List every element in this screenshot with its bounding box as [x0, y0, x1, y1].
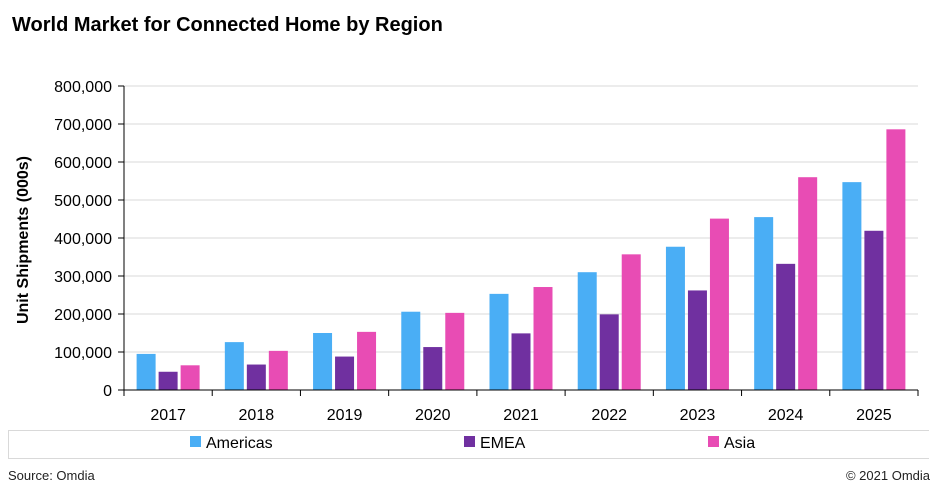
bar-emea-2017: [158, 371, 178, 390]
bar-asia-2019: [357, 331, 377, 390]
y-tick-label: 300,000: [54, 269, 112, 286]
y-tick-label: 500,000: [54, 193, 112, 210]
y-axis-label: Unit Shipments (000s): [15, 156, 32, 324]
bar-americas-2025: [842, 182, 862, 390]
bar-americas-2023: [665, 246, 685, 390]
bar-emea-2019: [335, 356, 355, 390]
y-tick-label: 100,000: [54, 345, 112, 362]
x-axis-ticks: 2017 2018 2019 2020 2021 2022 2023 2024 2025: [123, 390, 919, 424]
source-note: Source: Omdia: [8, 468, 95, 483]
bar-americas-2020: [401, 311, 421, 390]
legend-label-asia: Asia: [724, 435, 755, 452]
copyright-note: © 2021 Omdia: [845, 468, 930, 483]
bar-americas-2019: [313, 333, 333, 390]
legend-swatch-asia: [708, 436, 719, 447]
bar-emea-2022: [599, 314, 619, 390]
legend-label-americas: Americas: [206, 435, 273, 452]
bar-emea-2020: [423, 347, 443, 390]
bar-americas-2022: [577, 272, 597, 390]
legend-swatch-americas: [190, 436, 201, 447]
x-tick-label: 2019: [327, 407, 363, 424]
bars: [136, 129, 906, 390]
x-tick-label: 2022: [591, 407, 627, 424]
axes: [123, 86, 918, 391]
bar-asia-2018: [268, 350, 288, 390]
y-tick-label: 700,000: [54, 117, 112, 134]
y-tick-label: 0: [103, 383, 112, 400]
y-tick-label: 400,000: [54, 231, 112, 248]
chart-title: World Market for Connected Home by Regio…: [12, 14, 443, 36]
y-tick-label: 600,000: [54, 155, 112, 172]
bar-asia-2024: [798, 177, 818, 390]
bar-asia-2020: [445, 312, 465, 390]
bar-americas-2021: [489, 293, 509, 390]
y-tick-label: 200,000: [54, 307, 112, 324]
bar-emea-2018: [246, 364, 266, 390]
x-tick-label: 2023: [680, 407, 716, 424]
x-tick-label: 2024: [768, 407, 804, 424]
legend: Americas EMEA Asia: [190, 435, 755, 452]
legend-swatch-emea: [464, 436, 475, 447]
bar-americas-2024: [754, 217, 774, 390]
bar-asia-2021: [533, 287, 553, 390]
bar-emea-2023: [687, 290, 707, 390]
x-tick-label: 2020: [415, 407, 451, 424]
bar-emea-2025: [864, 230, 884, 390]
bar-americas-2018: [224, 342, 244, 390]
bar-asia-2022: [621, 254, 641, 390]
x-tick-label: 2021: [503, 407, 539, 424]
bar-asia-2023: [709, 218, 729, 390]
legend-frame: [8, 430, 929, 459]
legend-label-emea: EMEA: [480, 435, 526, 452]
bar-asia-2025: [886, 129, 906, 390]
bar-asia-2017: [180, 365, 200, 390]
bar-americas-2017: [136, 353, 156, 390]
bar-emea-2024: [776, 263, 796, 390]
y-tick-label: 800,000: [54, 79, 112, 96]
bar-emea-2021: [511, 333, 531, 390]
y-axis-ticks: 0 100,000 200,000 300,000 400,000 500,000 600,…: [54, 79, 124, 400]
x-tick-label: 2025: [856, 407, 892, 424]
x-tick-label: 2018: [239, 407, 275, 424]
x-tick-label: 2017: [150, 407, 186, 424]
